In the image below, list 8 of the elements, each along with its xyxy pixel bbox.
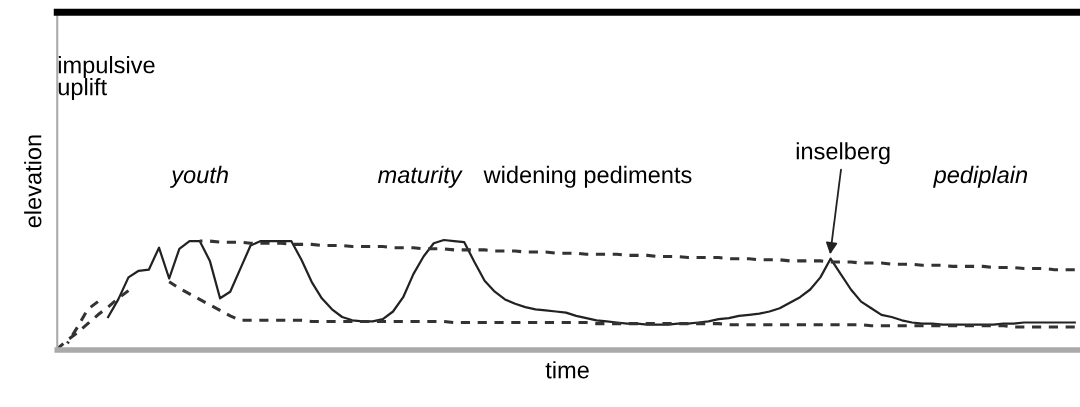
y-axis-title: elevation — [24, 135, 42, 228]
text: pediplain — [933, 165, 1028, 188]
x-axis-title: time — [545, 361, 589, 379]
text: widening pediments — [483, 165, 692, 188]
text: youth — [169, 165, 228, 188]
text: impulsive uplift — [58, 56, 155, 101]
text: maturity — [377, 165, 463, 188]
text: inselberg — [796, 142, 890, 165]
